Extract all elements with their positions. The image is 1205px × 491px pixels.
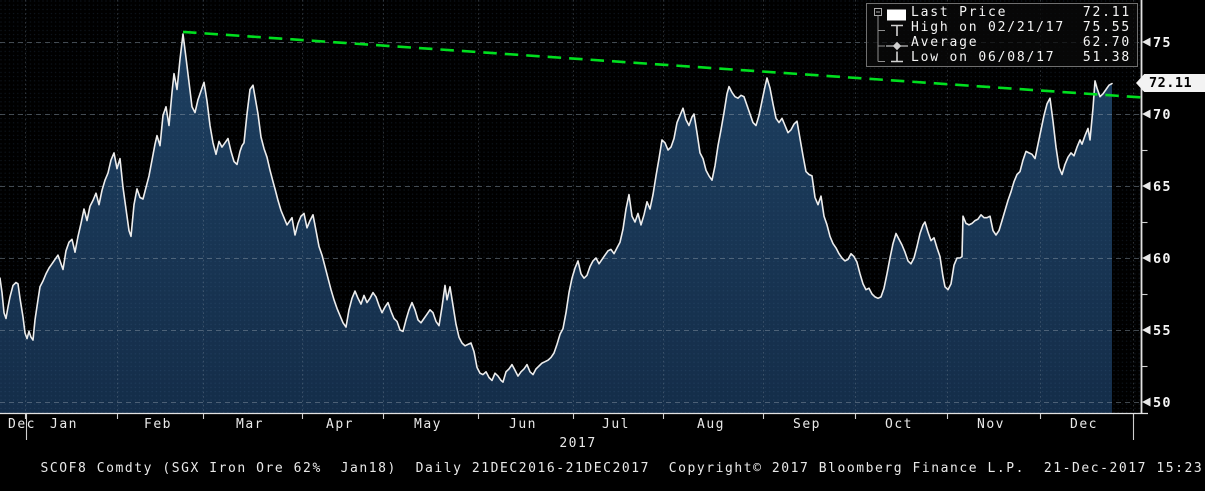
- average-marker-icon: [892, 41, 902, 51]
- x-axis-month-label: Nov: [977, 417, 1005, 432]
- legend-value: 62.70: [1082, 35, 1131, 50]
- horizontal-gridlines: [0, 42, 1141, 403]
- y-axis-label: 50: [1153, 395, 1172, 411]
- x-axis-month-label: May: [414, 417, 442, 432]
- last-price-swatch-icon: [887, 9, 906, 21]
- y-axis-label: 75: [1153, 35, 1172, 51]
- legend-value: 72.11: [1082, 5, 1131, 20]
- low-marker-icon: [891, 51, 903, 63]
- price-line: [0, 33, 1113, 383]
- x-axis-month-label: Oct: [885, 417, 913, 432]
- bloomberg-chart-window: 50 55 60 65 70 75 Dec Jan Feb Mar Apr May Jun Jul Aug S…: [0, 0, 1205, 476]
- x-axis-month-label: Dec: [1070, 417, 1098, 432]
- y-axis-label: 65: [1153, 179, 1172, 195]
- legend-label: High on 02/21/17: [911, 20, 1066, 35]
- x-axis-month-label: Jul: [602, 417, 630, 432]
- y-tick-pointer: [1142, 109, 1151, 119]
- last-price-badge-value: 72.11: [1149, 75, 1193, 91]
- x-axis-month-label: Sep: [793, 417, 821, 432]
- legend-row-average[interactable]: Average 62.70: [911, 35, 1131, 50]
- chart-plot-area[interactable]: 50 55 60 65 70 75 Dec Jan Feb Mar Apr May Jun Jul Aug S…: [0, 0, 1205, 461]
- legend-tree-lines: [877, 15, 885, 62]
- vertical-gridlines: [25, 0, 1134, 413]
- trend-line[interactable]: [182, 30, 1142, 99]
- y-tick-pointer: [1142, 181, 1151, 191]
- y-axis-label: 60: [1153, 251, 1172, 267]
- last-price-badge: 72.11: [1136, 74, 1205, 92]
- legend-row-last-price[interactable]: Last Price 72.11: [911, 5, 1131, 20]
- y-tick-pointer: [1142, 325, 1151, 335]
- x-axis-month-label: Feb: [144, 417, 172, 432]
- high-marker-icon: [891, 24, 903, 36]
- status-bar: SCOF8 Comdty (SGX Iron Ore 62% Jan18) Da…: [3, 446, 1205, 476]
- x-axis-month-label: Apr: [326, 417, 354, 432]
- legend-row-high[interactable]: High on 02/21/17 75.55: [911, 20, 1131, 35]
- dot-texture: [0, 0, 1141, 413]
- legend-label: Average: [911, 35, 979, 50]
- x-axis-month-label: Jun: [509, 417, 537, 432]
- x-axis-year-label: 2017: [559, 436, 596, 451]
- legend-label: Last Price: [911, 5, 1008, 20]
- status-bar-text: SCOF8 Comdty (SGX Iron Ore 62% Jan18) Da…: [40, 461, 1205, 476]
- x-axis-month-label: Aug: [697, 417, 725, 432]
- y-tick-pointer: [1142, 253, 1151, 263]
- legend-label: Low on 06/08/17: [911, 50, 1056, 65]
- y-tick-pointer: [1142, 397, 1151, 407]
- legend-value: 51.38: [1082, 50, 1131, 65]
- chart-legend: Last Price 72.11 High on 02/21/17 75.55 …: [866, 3, 1138, 67]
- x-axis-month-label: Jan: [50, 417, 78, 432]
- y-axis-label: 70: [1153, 107, 1172, 123]
- x-axis-month-label: Dec: [8, 417, 36, 432]
- legend-value: 75.55: [1082, 20, 1131, 35]
- y-tick-pointer: [1142, 37, 1151, 47]
- legend-row-low[interactable]: Low on 06/08/17 51.38: [911, 50, 1131, 65]
- legend-tree: [874, 8, 908, 63]
- x-axis-month-label: Mar: [236, 417, 264, 432]
- y-axis-label: 55: [1153, 323, 1172, 339]
